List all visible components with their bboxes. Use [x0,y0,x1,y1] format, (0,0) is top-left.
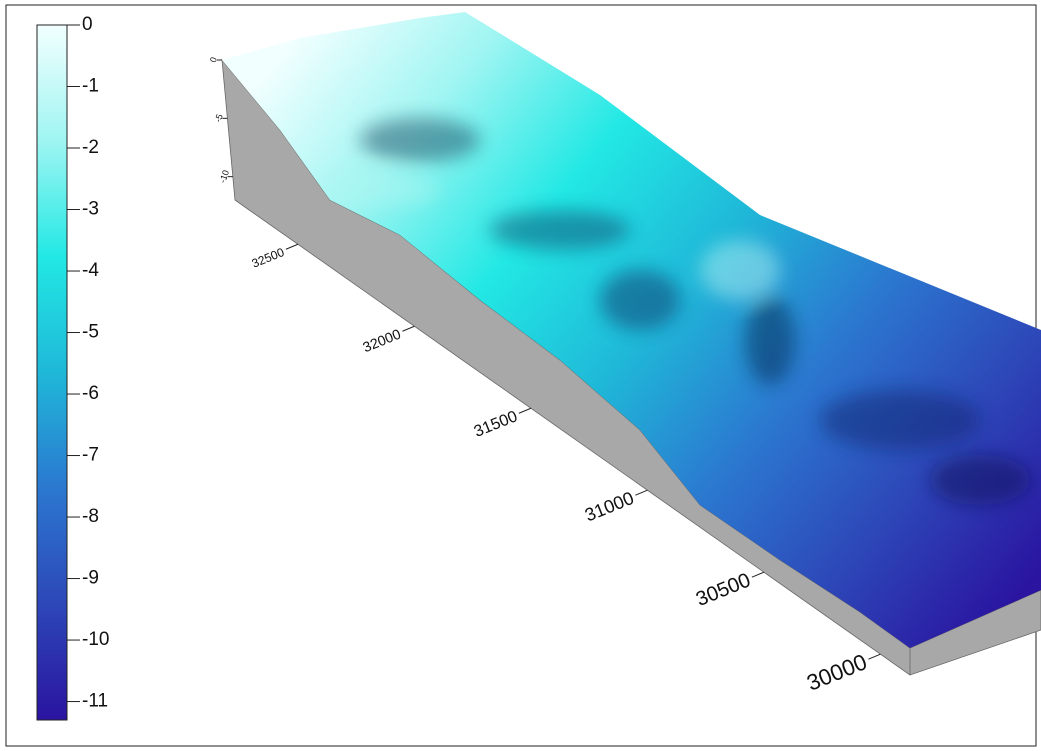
colorbar-tick-label: -11 [82,691,108,712]
colorbar-tick-label: -9 [82,568,99,589]
x-tick-label: 31500 [471,407,520,441]
z-tick-label: 0 [208,56,219,64]
z-tick-label: -10 [217,169,231,185]
x-tick-label: 32500 [250,245,287,271]
colorbar-tick-label: -4 [82,260,99,281]
x-tick-label: 32000 [361,327,404,357]
colorbar-tick-label: -1 [82,76,99,97]
x-tick-label: 30500 [693,569,754,611]
colorbar-tick-label: -6 [82,383,99,404]
colorbar-tick-label: -10 [82,629,109,650]
x-tick-label: 31000 [582,487,637,526]
x-tick [519,408,531,413]
x-tick [868,654,880,659]
colorbar-tick-label: -3 [82,199,99,220]
colorbar-tick-label: -8 [82,506,99,527]
chart: 0 -1 -2 -3 -4 -5 -6 -7 -8 -9 -10 -11 32500 32000 31500… [0,0,1041,751]
x-tick [402,326,414,331]
x-tick [752,572,764,577]
colorbar-tick-label: -2 [82,137,99,158]
x-tick [635,490,647,495]
colorbar-tick-label: -5 [82,322,99,343]
colorbar-tick-label: 0 [82,14,93,35]
colorbar-tick-label: -7 [82,445,99,466]
colorbar [37,25,67,720]
surface-fill [200,0,1041,700]
x-tick [286,244,298,249]
surface [200,0,1041,700]
x-tick-label: 30000 [803,649,870,696]
z-tick-label: -5 [213,113,225,124]
